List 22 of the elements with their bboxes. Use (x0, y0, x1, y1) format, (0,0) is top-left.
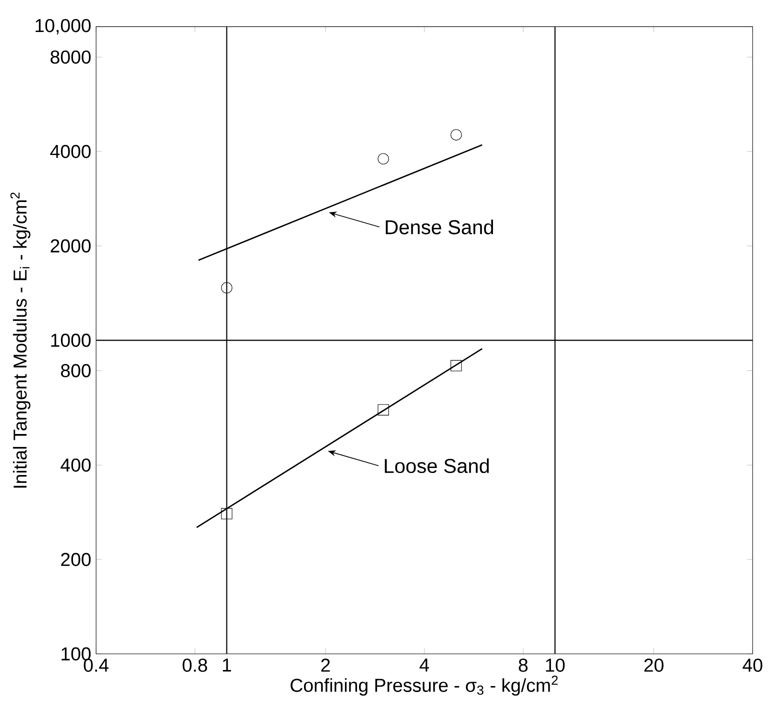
y-tick-label: 4000 (50, 144, 91, 158)
x-tick-label: 8 (518, 658, 528, 672)
y-tick-label: 8000 (50, 50, 91, 64)
x-tick-label: 40 (742, 658, 762, 672)
x-tick-label: 0.4 (84, 658, 109, 672)
x-tick-label: 20 (644, 658, 664, 672)
x-tick-label: 0.8 (182, 658, 208, 672)
x-tick-label: 10 (546, 658, 565, 672)
y-tick-label: 1000 (51, 334, 91, 347)
y-tick-label: 800 (61, 364, 91, 378)
y-tick-label: 10,000 (36, 18, 91, 34)
annotation: Dense Sand (386, 220, 494, 234)
y-tick-label: 400 (60, 458, 91, 472)
x-axis-title: Confining Pressure - σ$_{3}$ - kg/cm$^{2}$ (290, 676, 558, 696)
y-axis-title: Initial Tangent Modulus - E$_{i}$ - kg/cm$^{2}$ (10, 192, 30, 488)
x-tick-label: 2 (321, 658, 330, 672)
x-tick-label: 1 (222, 658, 232, 672)
y-tick-label: 200 (61, 552, 91, 566)
y-tick-label: 100 (62, 647, 91, 660)
y-tick-label: 2000 (50, 239, 91, 252)
x-tick-label: 4 (420, 658, 430, 672)
annotation: Loose Sand (384, 458, 489, 473)
